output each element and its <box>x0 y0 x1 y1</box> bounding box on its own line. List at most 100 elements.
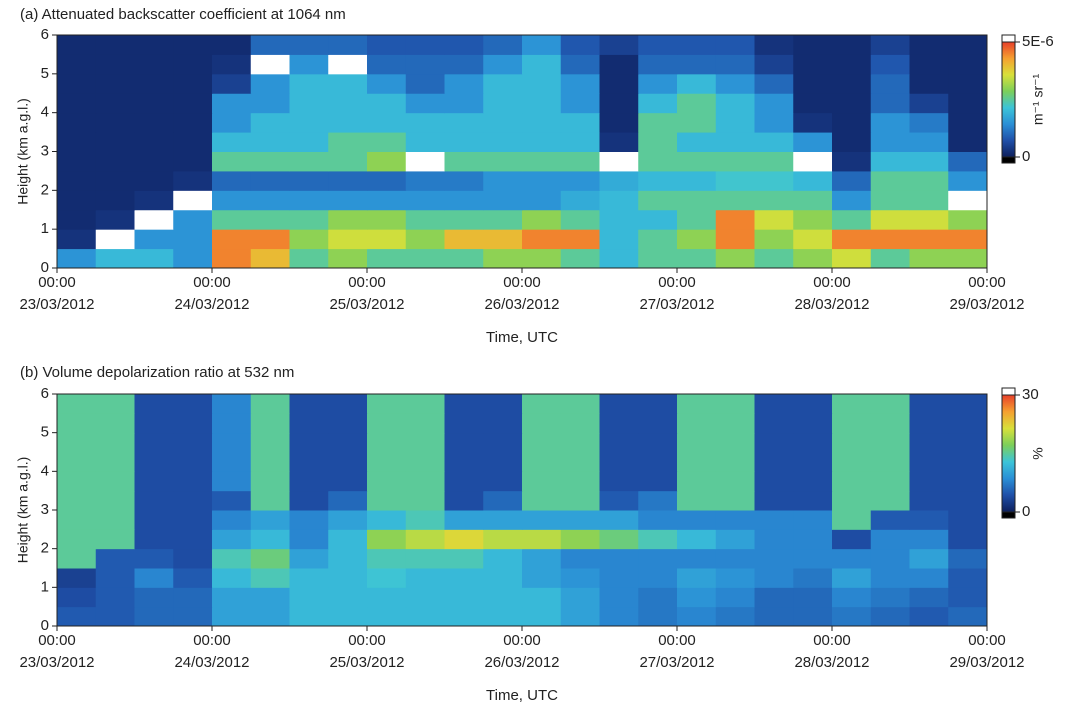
heatmap-cell <box>328 54 368 75</box>
heatmap-cell <box>212 248 252 269</box>
heatmap-cell <box>212 432 252 453</box>
heatmap-cell <box>677 248 717 269</box>
x-tick-label: 00:00 <box>38 274 76 291</box>
heatmap-cell <box>405 73 445 94</box>
heatmap-cell <box>948 490 988 511</box>
heatmap-cell <box>793 73 833 94</box>
heatmap-cell <box>57 54 97 75</box>
heatmap-cell <box>328 510 368 530</box>
heatmap-cell <box>95 587 135 608</box>
heatmap-cell <box>870 490 910 511</box>
y-tick-label: 3 <box>41 142 49 159</box>
heatmap-cell <box>948 413 988 434</box>
heatmap-cell <box>832 471 872 492</box>
heatmap-cell <box>599 432 639 453</box>
heatmap-cell <box>289 510 329 530</box>
heatmap-cell <box>328 490 368 511</box>
heatmap-cell <box>173 490 213 511</box>
heatmap-cell <box>909 548 949 569</box>
heatmap-cell <box>832 35 872 55</box>
heatmap-cell <box>483 248 523 269</box>
heatmap-cell <box>599 73 639 94</box>
heatmap-cell <box>832 568 872 588</box>
heatmap-cell <box>405 587 445 608</box>
heatmap-cell <box>909 209 949 230</box>
heatmap-cell <box>638 548 678 569</box>
heatmap-cell <box>328 548 368 569</box>
heatmap-cell <box>134 54 174 75</box>
heatmap-cell <box>57 510 97 530</box>
heatmap-cell <box>638 529 678 550</box>
heatmap-cell <box>405 606 445 627</box>
heatmap-cell <box>909 54 949 75</box>
heatmap-cell <box>754 229 794 250</box>
heatmap-cell <box>367 190 407 211</box>
y-axis-label: Height (km a.g.l.) <box>15 98 31 205</box>
heatmap-cell <box>560 452 600 472</box>
heatmap-cell <box>173 151 213 172</box>
heatmap-cell <box>522 132 562 152</box>
heatmap-cell <box>328 587 368 608</box>
heatmap-cell <box>793 548 833 569</box>
heatmap-cell <box>599 112 639 133</box>
heatmap-cell <box>134 170 174 191</box>
heatmap-cell <box>715 35 755 55</box>
heatmap-cell <box>250 112 290 133</box>
heatmap-cell <box>599 606 639 627</box>
heatmap-cell <box>870 568 910 588</box>
heatmap-cell <box>405 35 445 55</box>
heatmap-cell <box>444 54 484 75</box>
heatmap-cell <box>250 73 290 94</box>
heatmap-cell <box>599 170 639 191</box>
heatmap-cell <box>173 132 213 152</box>
heatmap-cell <box>173 548 213 569</box>
heatmap-cell <box>57 413 97 434</box>
colorbar <box>1001 41 1016 158</box>
heatmap-cell <box>638 170 678 191</box>
heatmap-cell <box>793 54 833 75</box>
heatmap-cell <box>560 394 600 414</box>
heatmap-cell <box>754 606 794 627</box>
heatmap-cell <box>483 112 523 133</box>
heatmap-cell <box>95 510 135 530</box>
heatmap-cell <box>599 548 639 569</box>
heatmap-cell <box>367 151 407 172</box>
heatmap-cell <box>134 248 174 269</box>
heatmap-cell <box>677 112 717 133</box>
heatmap-cell <box>134 413 174 434</box>
heatmap-cell <box>832 490 872 511</box>
heatmap-cell <box>134 190 174 211</box>
heatmap-cell <box>754 510 794 530</box>
x-tick-label: 23/03/2012 <box>19 296 94 313</box>
heatmap-cell <box>522 190 562 211</box>
heatmap-cell <box>367 209 407 230</box>
heatmap-cell <box>212 606 252 627</box>
heatmap-cell <box>173 229 213 250</box>
heatmap-cell <box>793 568 833 588</box>
heatmap-cell <box>832 432 872 453</box>
heatmap-cell <box>715 432 755 453</box>
heatmap-cell <box>715 394 755 414</box>
heatmap-cell <box>212 93 252 114</box>
heatmap-cell <box>173 529 213 550</box>
heatmap-cell <box>909 151 949 172</box>
heatmap-cell <box>444 190 484 211</box>
heatmap-cell <box>560 471 600 492</box>
heatmap-cell <box>367 432 407 453</box>
heatmap-cell <box>522 394 562 414</box>
heatmap-cell <box>638 73 678 94</box>
heatmap-cell <box>444 170 484 191</box>
heatmap-cell <box>754 248 794 269</box>
heatmap-cell <box>405 209 445 230</box>
heatmap-cell <box>483 529 523 550</box>
heatmap-cell <box>483 170 523 191</box>
heatmap-cell <box>367 548 407 569</box>
heatmap-cell <box>870 248 910 269</box>
heatmap-cell <box>560 248 600 269</box>
heatmap-cell <box>250 452 290 472</box>
heatmap-cell <box>754 529 794 550</box>
heatmap-cell <box>483 73 523 94</box>
heatmap-cell <box>793 587 833 608</box>
heatmap-cell <box>909 35 949 55</box>
heatmap-cell <box>250 587 290 608</box>
